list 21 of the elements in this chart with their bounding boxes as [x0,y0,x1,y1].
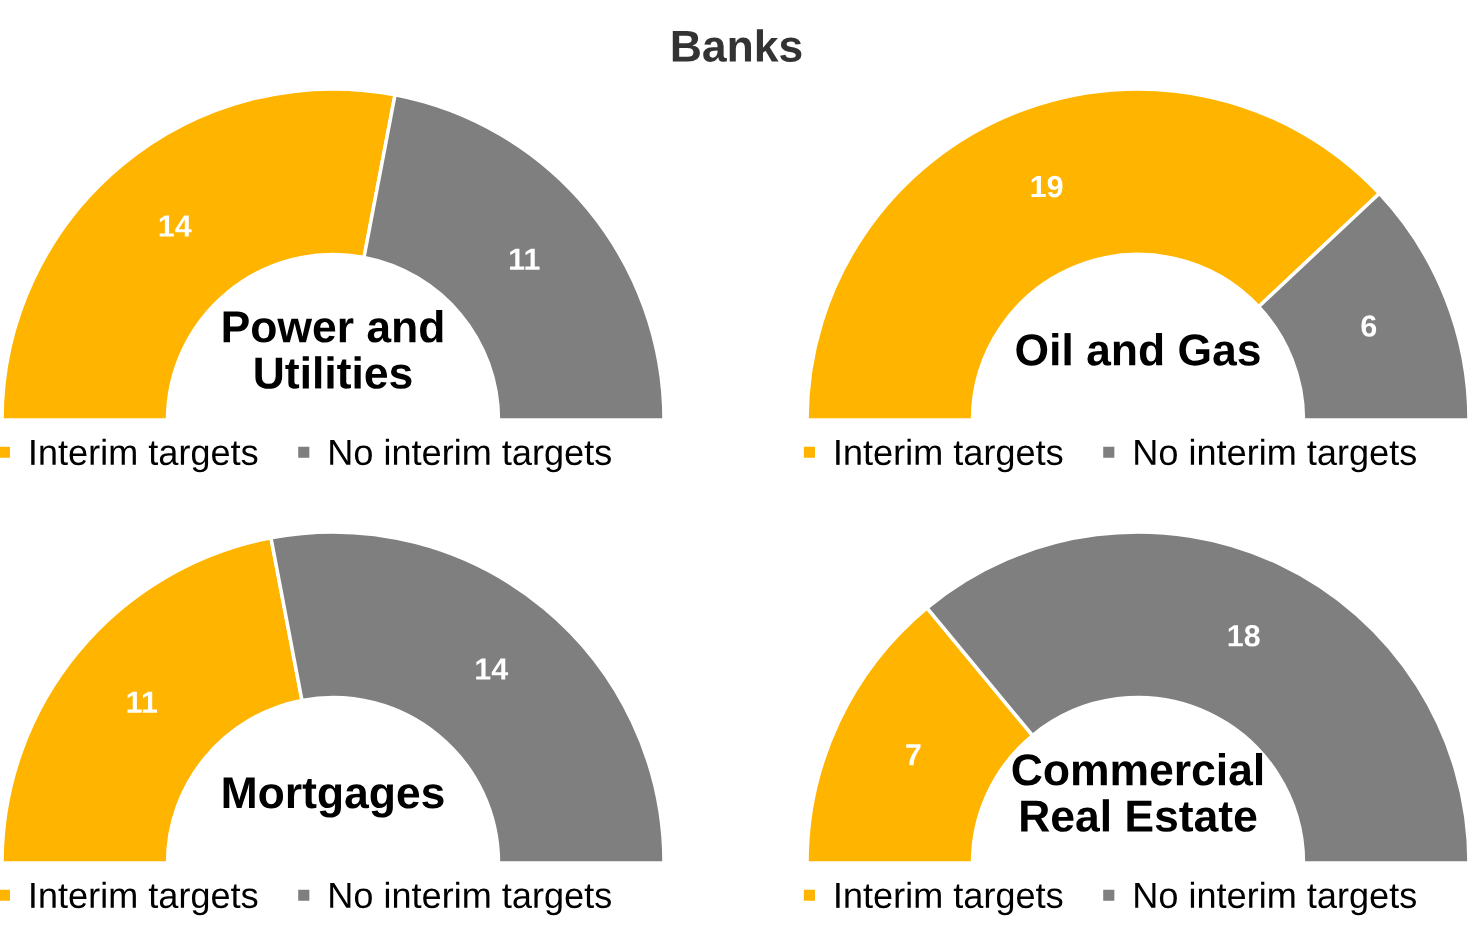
text: Commercial Real Estate [1012,752,1263,832]
legend-label: Interim targets [31,438,258,473]
legend-label: No interim targets [1135,438,1416,473]
text: Oil and Gas [1016,333,1260,366]
data-label: 19 [1031,175,1063,198]
data-label: 11 [510,248,540,270]
legend-label: No interim targets [330,438,611,473]
data-label: 14 [476,658,509,680]
data-label: 6 [1361,315,1377,337]
text: Banks [672,29,802,62]
text: Power and Utilities [223,309,443,389]
legend-label: Interim targets [31,881,258,916]
data-label: 11 [127,691,158,713]
legend-label: No interim targets [1135,881,1416,916]
data-label: 14 [159,215,192,237]
legend-label: Interim targets [836,438,1063,473]
legend-label: Interim targets [836,881,1063,916]
legend-label: No interim targets [330,881,611,916]
text: Mortgages [223,777,444,818]
data-label: 7 [906,744,921,766]
data-label: 18 [1228,624,1260,647]
